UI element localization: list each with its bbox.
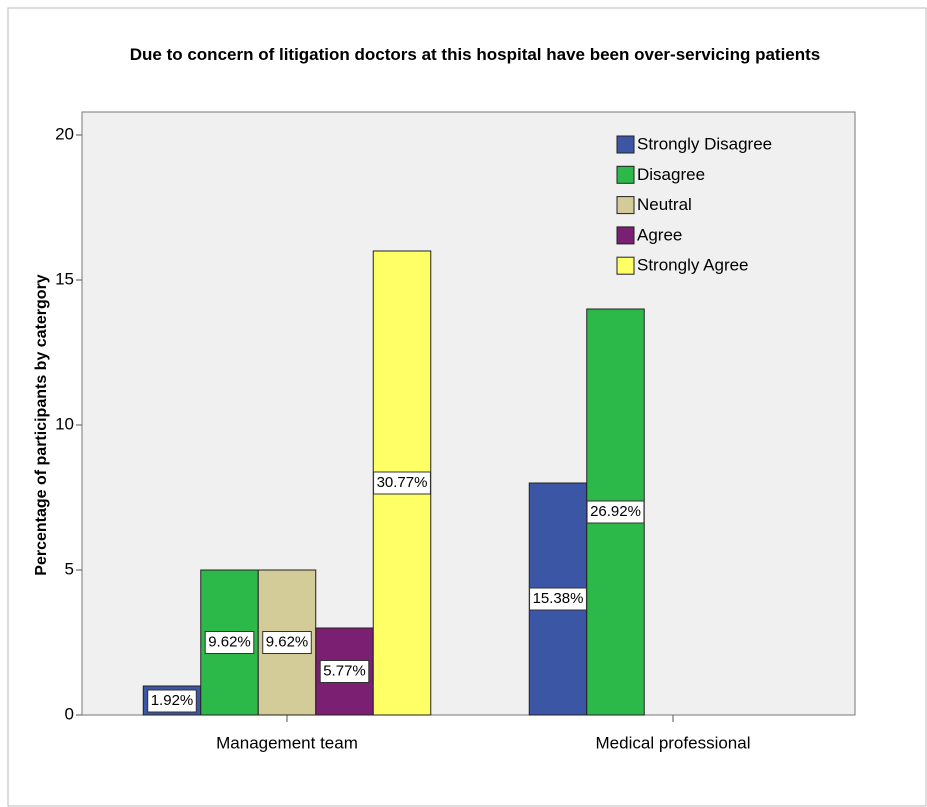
y-tick-label: 20 (55, 124, 74, 143)
y-tick-label: 10 (55, 414, 74, 433)
value-label-box (204, 631, 255, 654)
legend-label: Neutral (637, 195, 692, 214)
value-label: 9.62% (208, 633, 251, 650)
legend-label: Strongly Disagree (637, 134, 772, 153)
value-label-box (586, 500, 645, 524)
value-label: 30.77% (377, 474, 428, 491)
x-tick-label: Management team (216, 733, 358, 752)
chart-title: Due to concern of litigation doctors at … (129, 45, 821, 64)
value-label: 5.77% (323, 662, 366, 679)
legend-label: Disagree (637, 165, 705, 184)
y-tick-label: 5 (65, 559, 74, 578)
y-tick-label: 0 (65, 704, 74, 723)
title-box: Due to concern of litigation doctors at … (129, 45, 821, 64)
value-label-box (529, 587, 587, 611)
legend-swatch (616, 196, 635, 215)
value-label: 15.38% (533, 590, 584, 607)
legend-label: Strongly Agree (637, 256, 749, 275)
plot-area (81, 111, 856, 716)
value-label-box (319, 660, 370, 683)
value-label-box (262, 631, 312, 654)
value-label-box (373, 471, 431, 495)
x-tick-label: Medical professional (596, 733, 751, 752)
value-label: 9.62% (266, 633, 309, 650)
legend-swatch (616, 256, 635, 275)
legend-swatch (616, 135, 635, 154)
legend-label: Agree (637, 225, 682, 244)
legend-swatch (616, 165, 635, 184)
value-label: 1.92% (151, 692, 194, 709)
y-axis-label: Percentage of participants by catergory (33, 274, 50, 576)
y-tick-label: 15 (55, 269, 74, 288)
legend-swatch (616, 226, 635, 245)
value-label-box (147, 689, 197, 713)
value-label: 26.92% (590, 503, 641, 520)
